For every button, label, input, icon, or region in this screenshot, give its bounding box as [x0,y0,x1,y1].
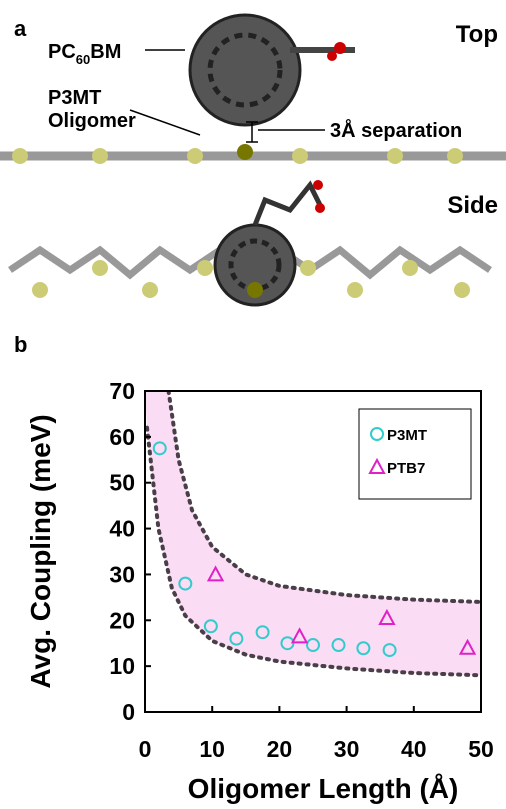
label-part: PC [48,41,76,63]
y-tick-label: 20 [109,607,135,633]
panel-label: b [14,332,27,357]
legend-label: PTB7 [387,460,425,477]
x-tick-label: 10 [199,736,225,762]
y-axis-label: Avg. Coupling (meV) [25,414,56,688]
x-tick-label: 0 [139,736,152,762]
view-label: Side [447,192,498,219]
legend-box [359,409,471,499]
molecule-label: P3MT [48,87,101,109]
x-tick-label: 20 [267,736,293,762]
molecule-label: Oligomer [48,110,136,132]
x-tick-label: 40 [401,736,427,762]
x-axis-label: Oligomer Length (Å) [188,773,459,804]
y-tick-label: 10 [109,653,135,679]
view-label: Top [456,21,498,48]
y-tick-label: 60 [109,424,135,450]
figure: a Top Side PC60BM P3MT Oligomer 3Å separ… [0,0,506,809]
molecule-side [10,180,490,305]
y-tick-label: 30 [109,561,135,587]
x-tick-label: 50 [468,736,494,762]
y-tick-label: 0 [122,699,135,725]
label-part: BM [90,41,121,63]
y-tick-label: 70 [109,378,135,404]
fullerene [190,15,300,125]
panel-label: a [14,16,27,41]
label-sub: 60 [76,52,90,67]
annotation: 3Å separation [330,118,462,142]
y-tick-label: 50 [109,470,135,496]
molecule-label: PC60BM [48,41,121,67]
legend-label: P3MT [387,427,427,444]
x-tick-label: 30 [334,736,360,762]
chart: 0 10 20 30 40 50 0 10 20 30 40 50 60 70 Oligomer Lengt… [25,378,494,804]
y-tick-label: 40 [109,516,135,542]
